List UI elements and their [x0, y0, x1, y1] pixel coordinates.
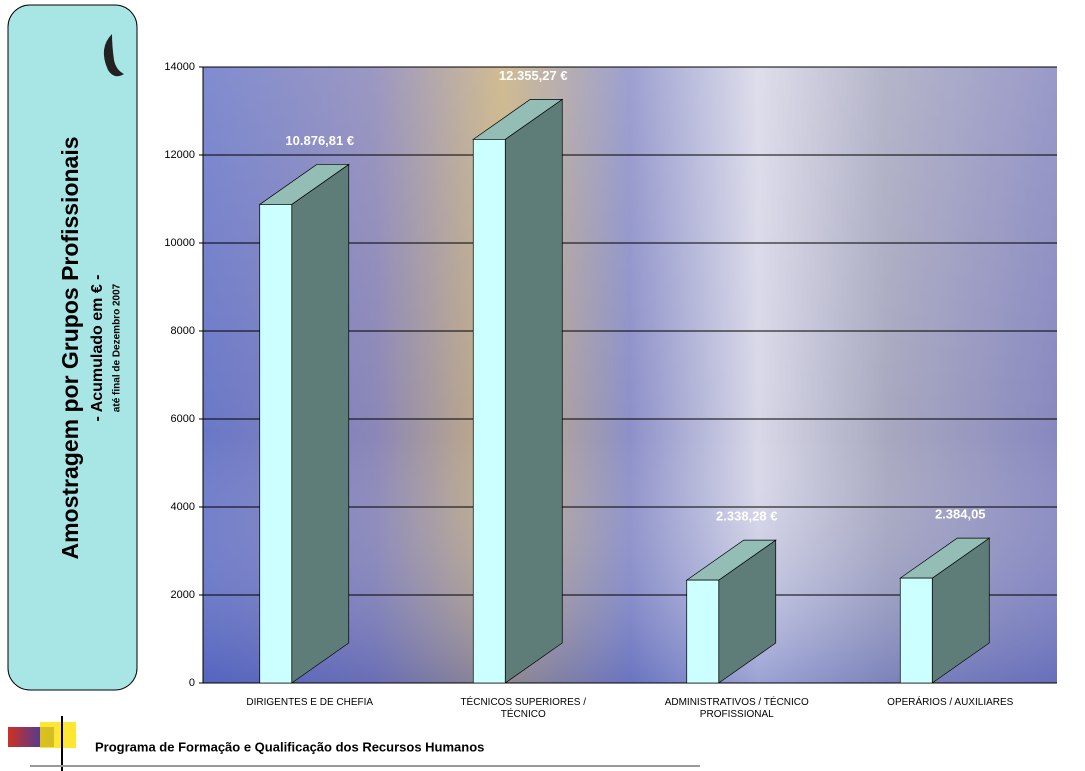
x-tick-label: ADMINISTRATIVOS / TÉCNICO PROFISSIONAL: [664, 697, 809, 720]
bar-front: [472, 139, 506, 684]
y-tick-label: 2000: [171, 589, 195, 601]
bar: [899, 537, 991, 684]
y-tick-label: 4000: [171, 501, 195, 513]
subtitle: - Acumulado em € -: [89, 275, 106, 422]
bar-side: [504, 98, 563, 684]
title-panel: [7, 4, 138, 691]
y-tick-label: 8000: [171, 325, 195, 337]
bar-front: [686, 579, 720, 684]
y-tick-label: 10000: [164, 237, 195, 249]
bar-front: [259, 204, 293, 684]
value-label: 12.355,27 €: [499, 68, 568, 83]
bar-front: [899, 577, 933, 684]
bar-side: [291, 163, 350, 684]
value-label: 2.338,28 €: [716, 509, 777, 524]
annotation: até final de Dezembro 2007: [112, 283, 123, 412]
plot: 0 2000 4000 6000 8000 10000 12000 14000 10.876,8…: [164, 61, 1057, 689]
x-tick-label: OPERÁRIOS / AUXILIARES: [887, 697, 1014, 708]
bar: [258, 163, 350, 684]
footer-text: Programa de Formação e Qualificação dos …: [95, 739, 484, 754]
value-label: 2.384,05: [935, 507, 986, 522]
x-tick-label: DIRIGENTES E DE CHEFIA: [246, 697, 374, 708]
logo-icon: [103, 34, 124, 77]
bar: [472, 98, 564, 684]
y-tick-label: 12000: [164, 149, 195, 161]
x-tick-label: TÉCNICOS SUPERIORES / TÉCNICO: [460, 697, 587, 720]
title: Amostragem por Grupos Profissionais: [57, 136, 83, 559]
footer-logo-block: [40, 722, 76, 748]
y-tick-label: 14000: [164, 61, 195, 73]
bar: [685, 539, 777, 684]
y-tick-label: 0: [189, 677, 195, 689]
y-tick-label: 6000: [171, 413, 195, 425]
value-label: 10.876,81 €: [285, 133, 354, 148]
